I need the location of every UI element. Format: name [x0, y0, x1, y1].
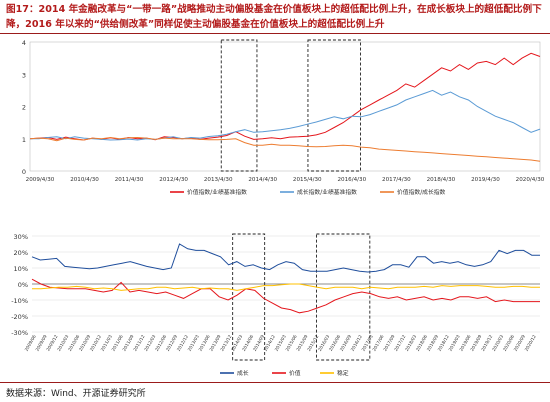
legend-label: 价值指数/成长指数	[397, 188, 446, 196]
y-tick-label: -20%	[11, 313, 28, 321]
y-tick-label: 3	[22, 71, 26, 79]
legend-label: 价值	[289, 369, 301, 377]
highlight-box	[316, 233, 371, 361]
y-tick-label: 1	[22, 136, 26, 144]
y-tick-label: -30%	[11, 329, 28, 337]
legend-label: 成长指数/业绩基准指数	[297, 188, 357, 196]
x-tick-label: 2010/4/30	[70, 177, 99, 183]
x-tick-label: 2015/4/30	[293, 177, 322, 183]
y-tick-label: 30%	[14, 233, 28, 241]
y-tick-label: -10%	[11, 297, 28, 305]
series-line	[31, 278, 540, 314]
source-separator	[0, 382, 550, 383]
highlight-box	[232, 233, 266, 361]
x-tick-label: 2009/4/30	[26, 177, 55, 183]
x-tick-label: 2020/4/30	[516, 177, 545, 183]
y-tick-label: 10%	[14, 265, 28, 273]
x-tick-label: 2013/4/30	[204, 177, 233, 183]
plot-frame	[29, 41, 541, 172]
figure-title: 图17：2014 年金融改革与“一带一路”战略推动主动偏股基金在价值板块上的超低…	[6, 4, 542, 30]
legend-label: 稳定	[337, 369, 349, 377]
source-note: 数据来源：Wind、开源证券研究所	[6, 389, 146, 399]
x-tick-label: 2019/4/30	[471, 177, 500, 183]
y-tick-label: 2	[22, 104, 26, 112]
legend-label: 成长	[237, 369, 249, 377]
y-tick-label: 4	[22, 39, 26, 47]
series-line	[32, 283, 540, 291]
x-tick-label: 2018/4/30	[427, 177, 456, 183]
x-tick-label: 2016/4/30	[337, 177, 366, 183]
x-tick-label: 2017/4/30	[382, 177, 411, 183]
y-tick-label: 0%	[18, 281, 28, 289]
overweight-chart: 30%20%10%0%-10%-20%-30%2009/062009/09200…	[11, 233, 540, 377]
legend-label: 价值指数/业绩基准指数	[187, 188, 247, 196]
y-tick-label: 20%	[14, 249, 28, 257]
series-line	[30, 89, 541, 141]
series-line	[31, 243, 540, 273]
series-line	[29, 52, 541, 141]
title-separator	[0, 33, 550, 34]
highlight-box	[220, 39, 258, 172]
x-tick-label: 2012/4/30	[159, 177, 188, 183]
highlight-box	[307, 39, 361, 172]
x-tick-label: 2011/4/30	[115, 177, 144, 183]
ratio-chart: 0 1 2 3 4 2009/4/30 2010/4/30 2011/4/30 2012/4/3…	[22, 39, 545, 196]
y-tick-label: 0	[22, 168, 26, 176]
series-line	[29, 136, 541, 162]
x-tick-label: 2014/4/30	[248, 177, 277, 183]
